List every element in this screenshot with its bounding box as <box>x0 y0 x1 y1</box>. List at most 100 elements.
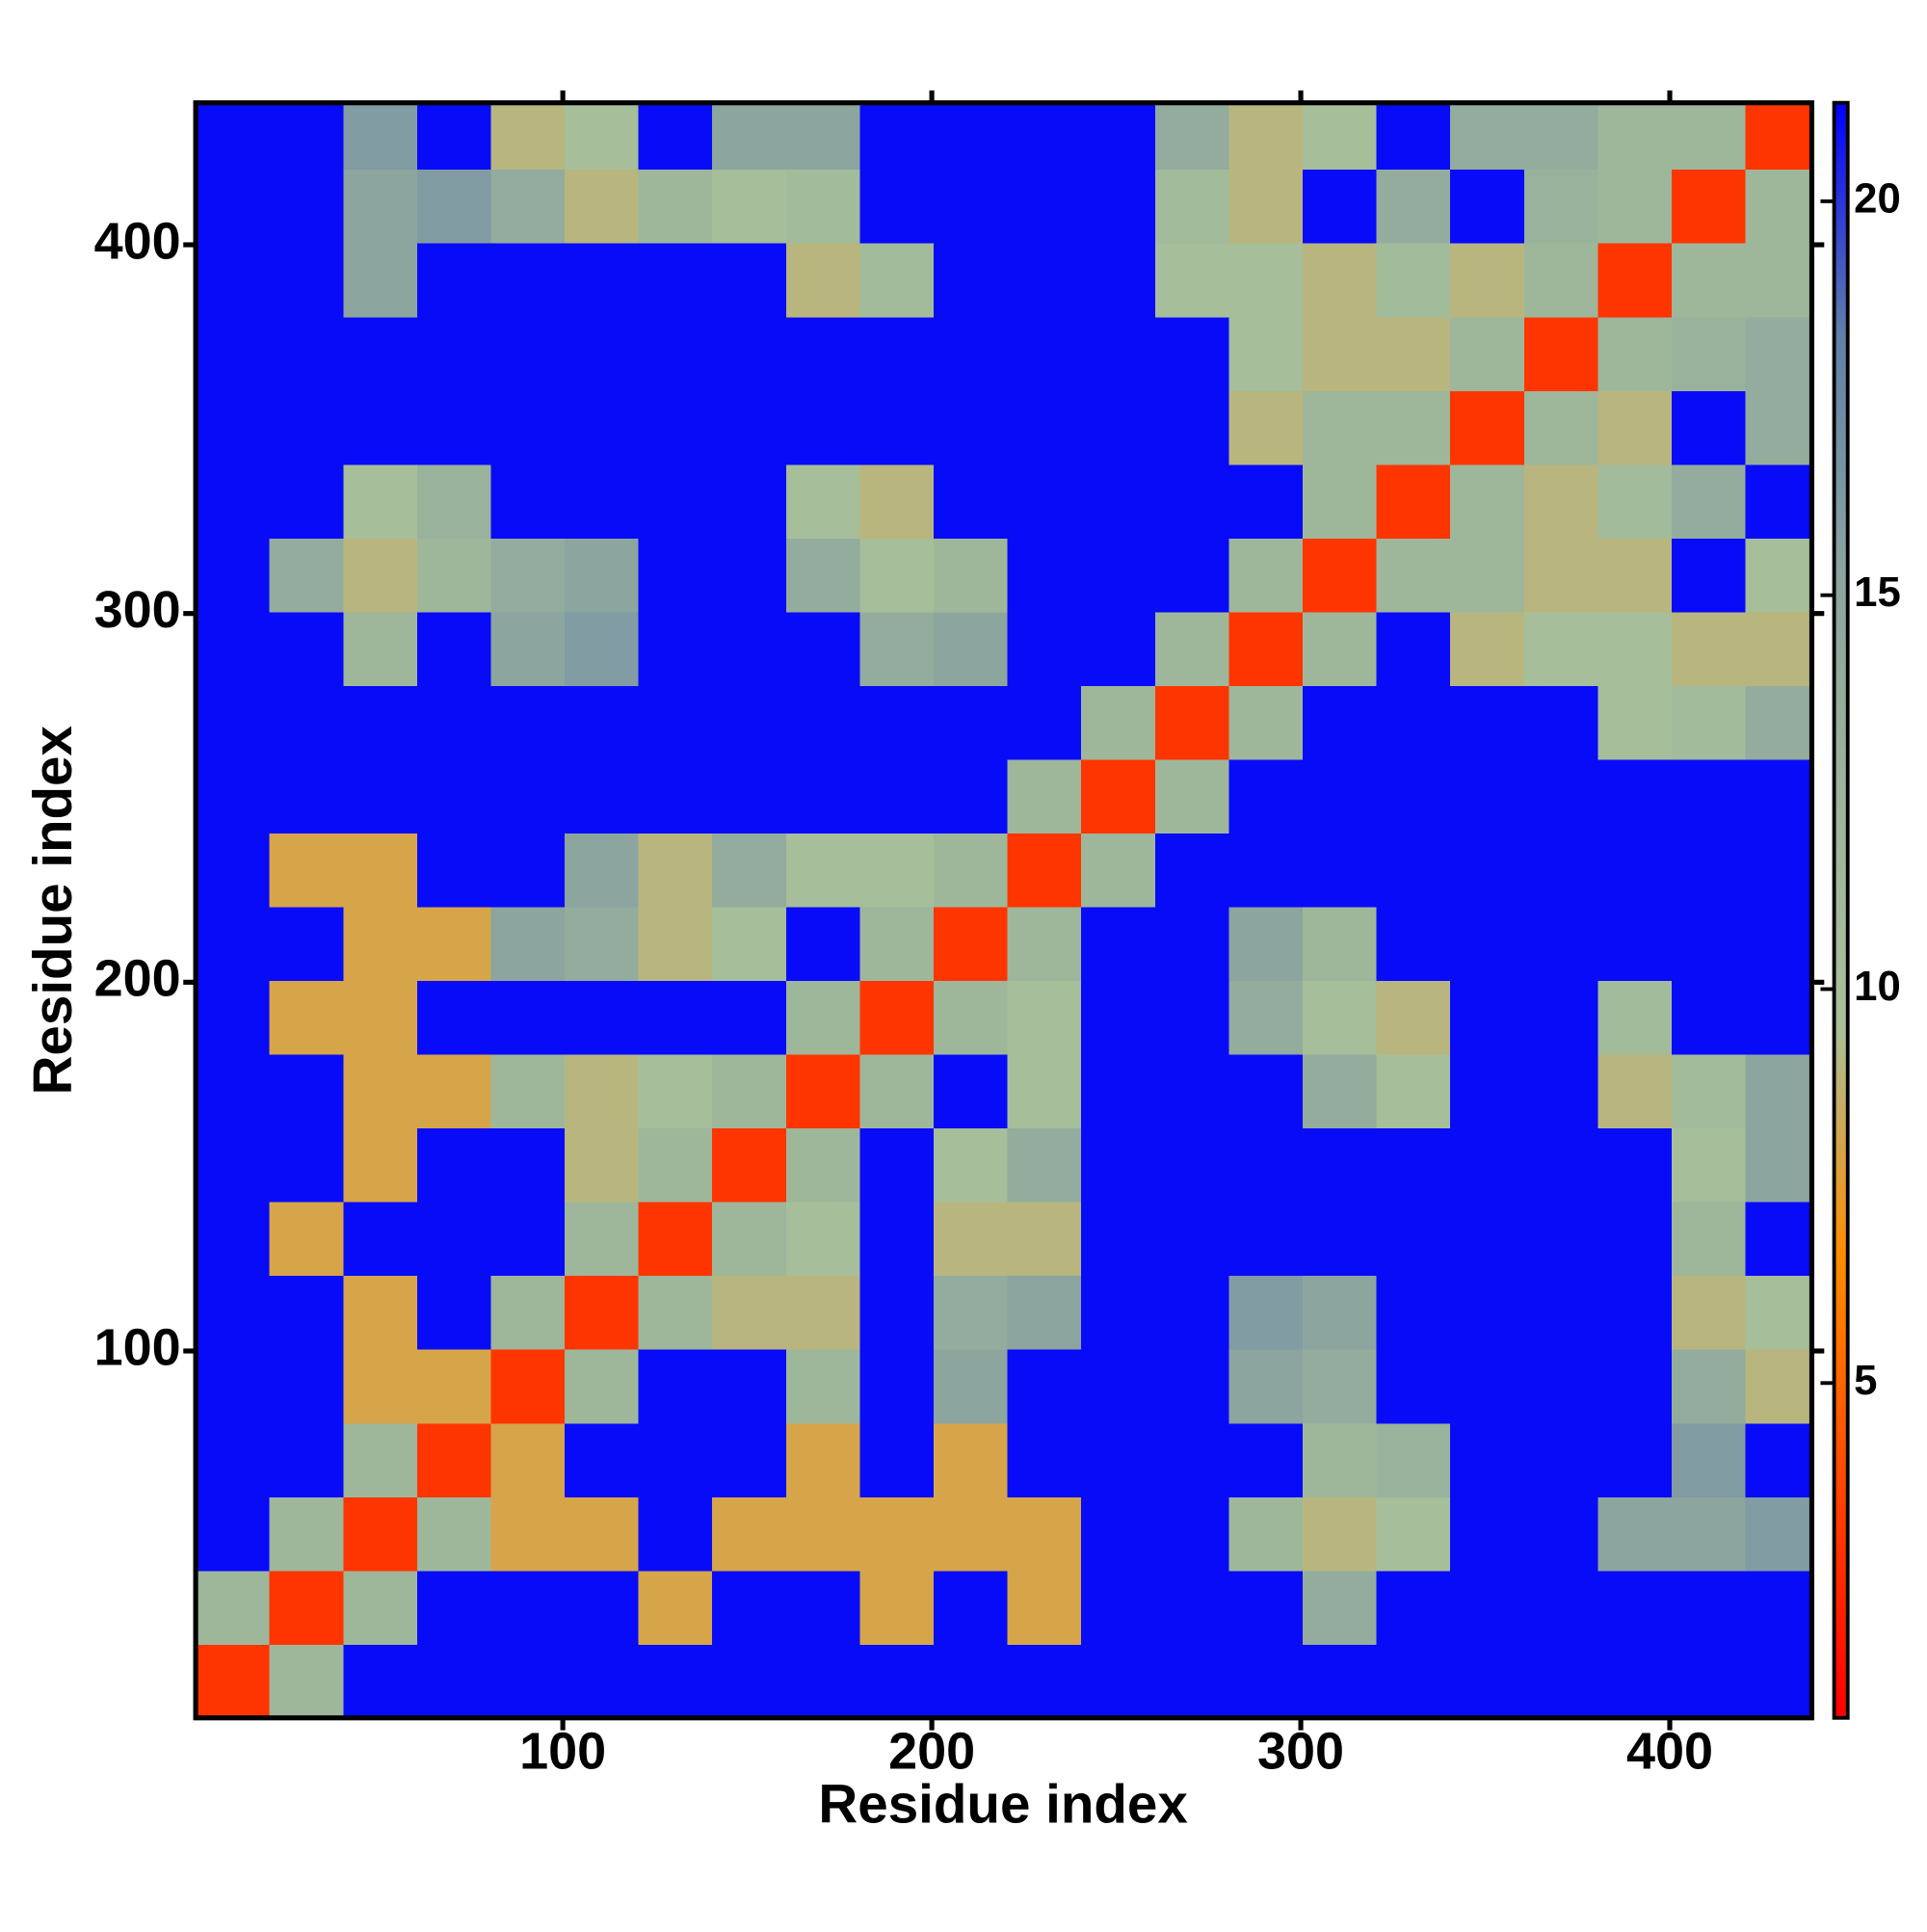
cell <box>269 1349 344 1424</box>
cell <box>1081 1570 1156 1645</box>
cell <box>1376 169 1451 244</box>
cell <box>1745 463 1813 539</box>
colorbar-tick-label: 5 <box>1854 1357 1877 1404</box>
cell <box>1671 980 1747 1055</box>
cell <box>785 316 861 391</box>
cell <box>934 463 1009 539</box>
cell <box>1671 169 1747 244</box>
cell <box>196 1422 271 1497</box>
x-tick-label: 200 <box>888 1723 975 1781</box>
cell <box>1597 463 1673 539</box>
cell <box>1523 390 1598 465</box>
cell <box>1745 316 1813 391</box>
cell <box>859 1349 935 1424</box>
cell <box>1745 390 1813 465</box>
cell <box>196 980 271 1055</box>
cell <box>196 243 271 318</box>
cell <box>859 906 935 982</box>
cell <box>1081 980 1156 1055</box>
cell <box>1671 390 1747 465</box>
cell <box>1745 243 1813 318</box>
cell <box>1228 1349 1304 1424</box>
cell <box>1745 1496 1813 1572</box>
cell <box>1523 1202 1598 1277</box>
cell <box>1302 243 1378 318</box>
cell <box>1671 102 1747 171</box>
cell <box>1007 1053 1082 1129</box>
cell <box>1376 1644 1451 1719</box>
cell <box>1228 538 1304 613</box>
cell <box>785 906 861 982</box>
cell <box>934 758 1009 834</box>
cell <box>712 538 787 613</box>
cell <box>1376 102 1451 171</box>
cell <box>416 316 492 391</box>
cell <box>712 685 787 760</box>
cell <box>1081 1422 1156 1497</box>
cell <box>638 243 713 318</box>
cell <box>1154 1275 1230 1350</box>
cell <box>490 316 566 391</box>
cell <box>416 243 492 318</box>
cell <box>1450 390 1525 465</box>
cell <box>343 980 418 1055</box>
cell <box>1007 1644 1082 1719</box>
cell <box>1154 102 1230 171</box>
cell <box>934 1127 1009 1203</box>
cell <box>1228 980 1304 1055</box>
cell <box>196 463 271 539</box>
cell <box>416 833 492 908</box>
cell <box>416 1570 492 1645</box>
cell <box>1597 243 1673 318</box>
cell <box>343 102 418 171</box>
cell <box>1228 390 1304 465</box>
cell <box>1671 685 1747 760</box>
cell <box>1228 316 1304 391</box>
cell <box>269 1127 344 1203</box>
cell <box>712 316 787 391</box>
cell <box>196 833 271 908</box>
cell <box>1154 1349 1230 1424</box>
colorbar-tick-label: 20 <box>1854 174 1901 222</box>
cell <box>859 758 935 834</box>
cell <box>1154 685 1230 760</box>
cell <box>1450 1053 1525 1129</box>
cell <box>1081 169 1156 244</box>
cell <box>1302 833 1378 908</box>
cell <box>1376 463 1451 539</box>
cell <box>638 538 713 613</box>
cell <box>934 1202 1009 1277</box>
cell <box>934 1053 1009 1129</box>
cell <box>1450 685 1525 760</box>
cell <box>1450 1275 1525 1350</box>
cell <box>1081 390 1156 465</box>
cell <box>1671 316 1747 391</box>
cell <box>565 243 640 318</box>
cell <box>565 1644 640 1719</box>
cell <box>785 758 861 834</box>
cell <box>1597 1202 1673 1277</box>
cell <box>859 685 935 760</box>
cell <box>1745 1349 1813 1424</box>
cell <box>1671 1496 1747 1572</box>
cell <box>1154 1644 1230 1719</box>
cell <box>934 1496 1009 1572</box>
cell <box>638 758 713 834</box>
cell <box>934 390 1009 465</box>
cell <box>1007 1202 1082 1277</box>
cell <box>1523 1053 1598 1129</box>
cell <box>343 833 418 908</box>
cell <box>859 1496 935 1572</box>
cell <box>1671 1053 1747 1129</box>
cell <box>859 1202 935 1277</box>
cell <box>1450 1644 1525 1719</box>
cell <box>1228 1496 1304 1572</box>
cell <box>343 1570 418 1645</box>
cell <box>416 685 492 760</box>
cell <box>1523 980 1598 1055</box>
cell <box>859 243 935 318</box>
cell <box>196 1127 271 1203</box>
cell <box>712 906 787 982</box>
cell <box>1597 1275 1673 1350</box>
